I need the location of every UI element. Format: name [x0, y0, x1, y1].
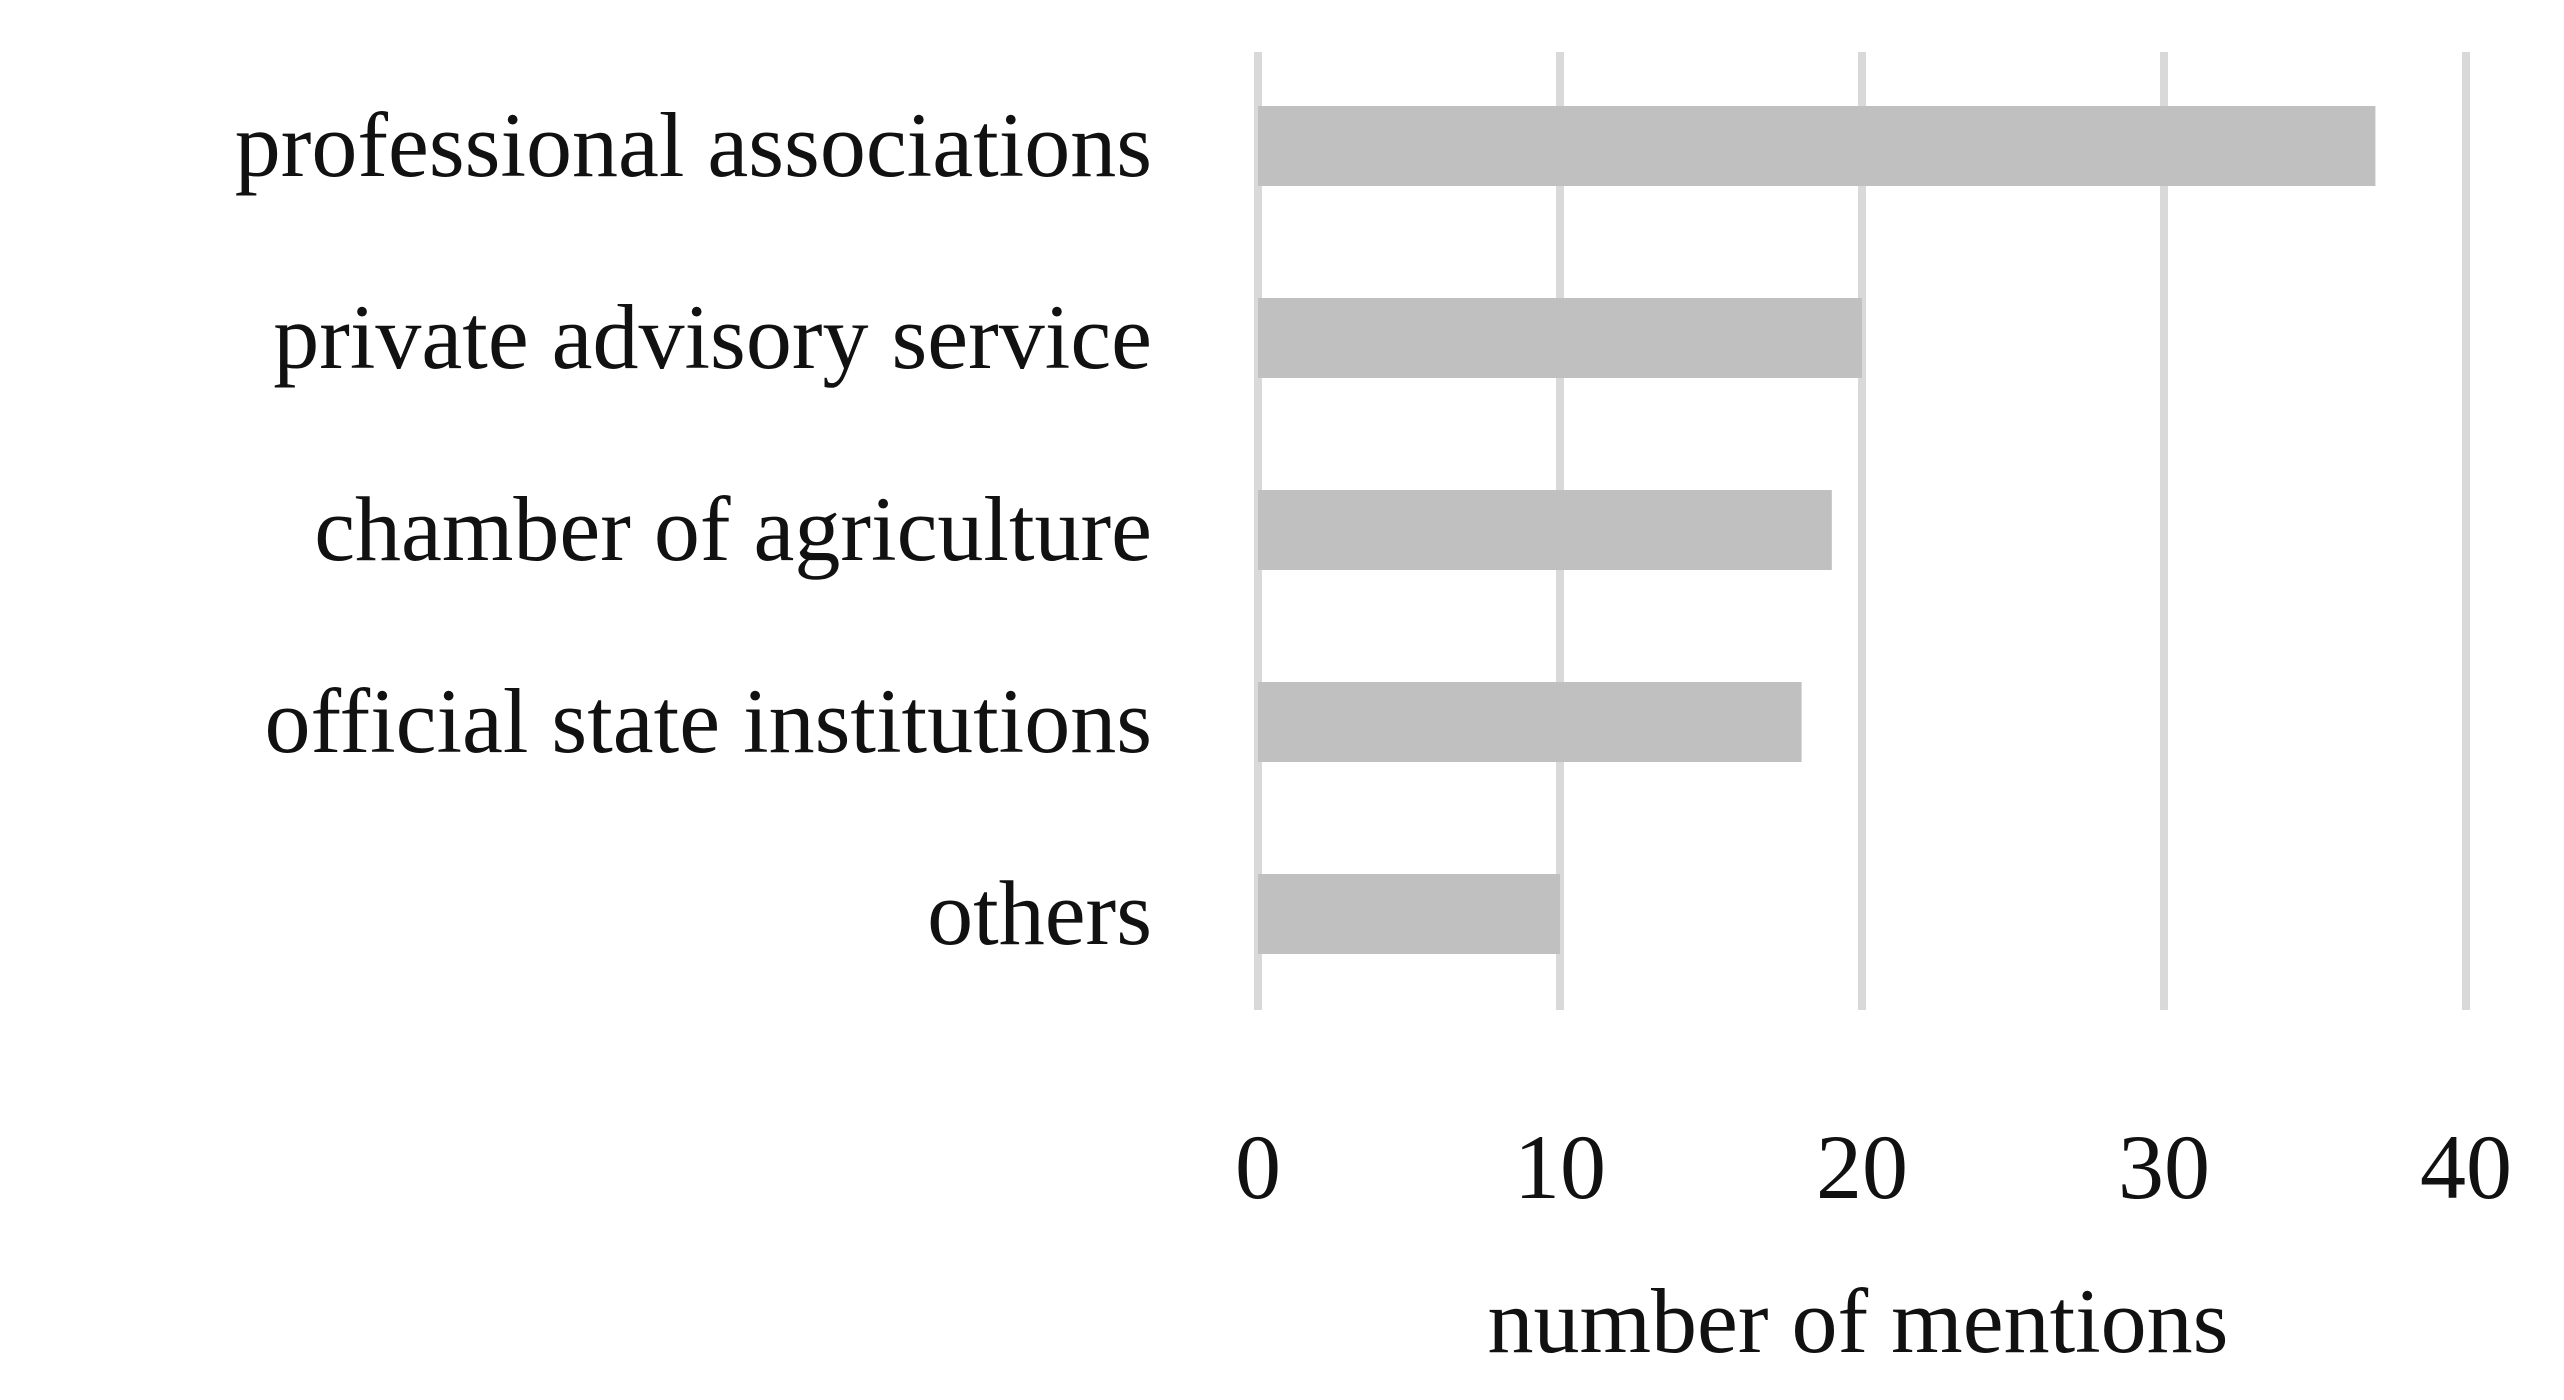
category-label: private advisory service: [273, 286, 1152, 388]
category-label: professional associations: [235, 94, 1152, 196]
x-tick-labels: 0 10 20 30 40: [1235, 1116, 2512, 1218]
category-label: others: [927, 862, 1152, 964]
bar: [1258, 874, 1560, 954]
category-labels: professional associations private advisor…: [235, 94, 1152, 964]
category-label: chamber of agriculture: [314, 478, 1152, 580]
bar: [1258, 298, 1862, 378]
gridlines: [1254, 52, 2470, 1010]
x-axis-title: number of mentions: [1488, 1270, 2229, 1372]
x-tick-label: 10: [1514, 1116, 1606, 1218]
x-tick-label: 0: [1235, 1116, 1281, 1218]
bar: [1258, 106, 2376, 186]
bar: [1258, 490, 1832, 570]
x-tick-label: 40: [2420, 1116, 2512, 1218]
x-tick-label: 30: [2118, 1116, 2210, 1218]
x-tick-label: 20: [1816, 1116, 1908, 1218]
bar: [1258, 682, 1802, 762]
category-label: official state institutions: [264, 670, 1152, 772]
bars: [1258, 106, 2376, 954]
